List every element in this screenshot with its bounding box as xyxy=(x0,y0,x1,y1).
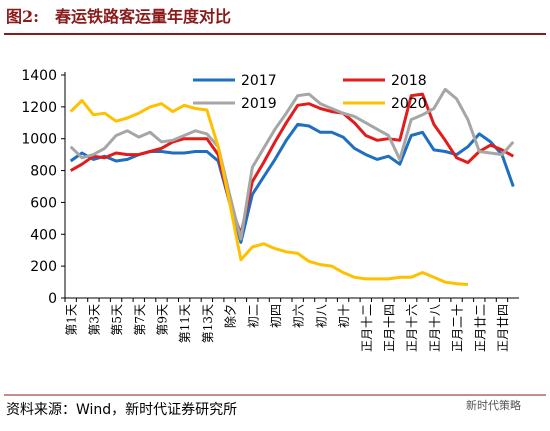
x-tick-label: 第9天 xyxy=(155,304,169,336)
x-tick-label: 第5天 xyxy=(110,304,124,336)
x-tick-label: 初四 xyxy=(269,304,283,328)
x-tick-label: 初八 xyxy=(314,304,328,328)
x-tick-label: 正月廿二 xyxy=(473,304,487,352)
source-note: 资料来源：Wind，新时代证券研究所 xyxy=(6,402,237,418)
x-tick-label: 初二 xyxy=(246,304,260,328)
y-tick-label: 200 xyxy=(30,259,57,275)
series-line xyxy=(69,87,515,241)
y-tick-label: 1400 xyxy=(21,68,57,84)
x-tick-label: 第3天 xyxy=(87,304,101,336)
x-tick-label: 初六 xyxy=(292,304,306,328)
series-line xyxy=(69,92,515,236)
legend-label: 2018 xyxy=(391,73,427,89)
x-tick-label: 第11天 xyxy=(178,304,192,343)
x-tick-label: 正月十六 xyxy=(405,304,419,352)
y-tick-label: 400 xyxy=(30,227,57,243)
y-tick-label: 800 xyxy=(30,164,57,180)
x-tick-label: 正月廿四 xyxy=(496,304,510,352)
x-tick-label: 第7天 xyxy=(133,304,147,336)
x-tick-label: 除夕 xyxy=(223,304,238,328)
y-tick-label: 1200 xyxy=(21,100,57,116)
watermark: 新时代策略 xyxy=(466,398,521,412)
figure-title: 图2: 春运铁路客运量年度对比 xyxy=(6,7,231,26)
x-tick-label: 第13天 xyxy=(201,304,215,343)
legend-label: 2020 xyxy=(391,96,427,112)
legend-label: 2017 xyxy=(241,73,277,89)
y-tick-label: 600 xyxy=(30,195,57,211)
x-tick-label: 正月十四 xyxy=(382,304,396,352)
x-tick-label: 正月十二 xyxy=(360,304,374,352)
x-tick-label: 正月十八 xyxy=(428,304,442,352)
y-tick-label: 1000 xyxy=(21,132,57,148)
x-tick-label: 初十 xyxy=(337,304,351,328)
y-tick-label: 0 xyxy=(48,291,57,307)
legend-label: 2019 xyxy=(241,96,277,112)
series-line xyxy=(69,99,469,286)
x-tick-label: 正月二十 xyxy=(451,304,465,352)
x-tick-label: 第1天 xyxy=(65,304,79,336)
